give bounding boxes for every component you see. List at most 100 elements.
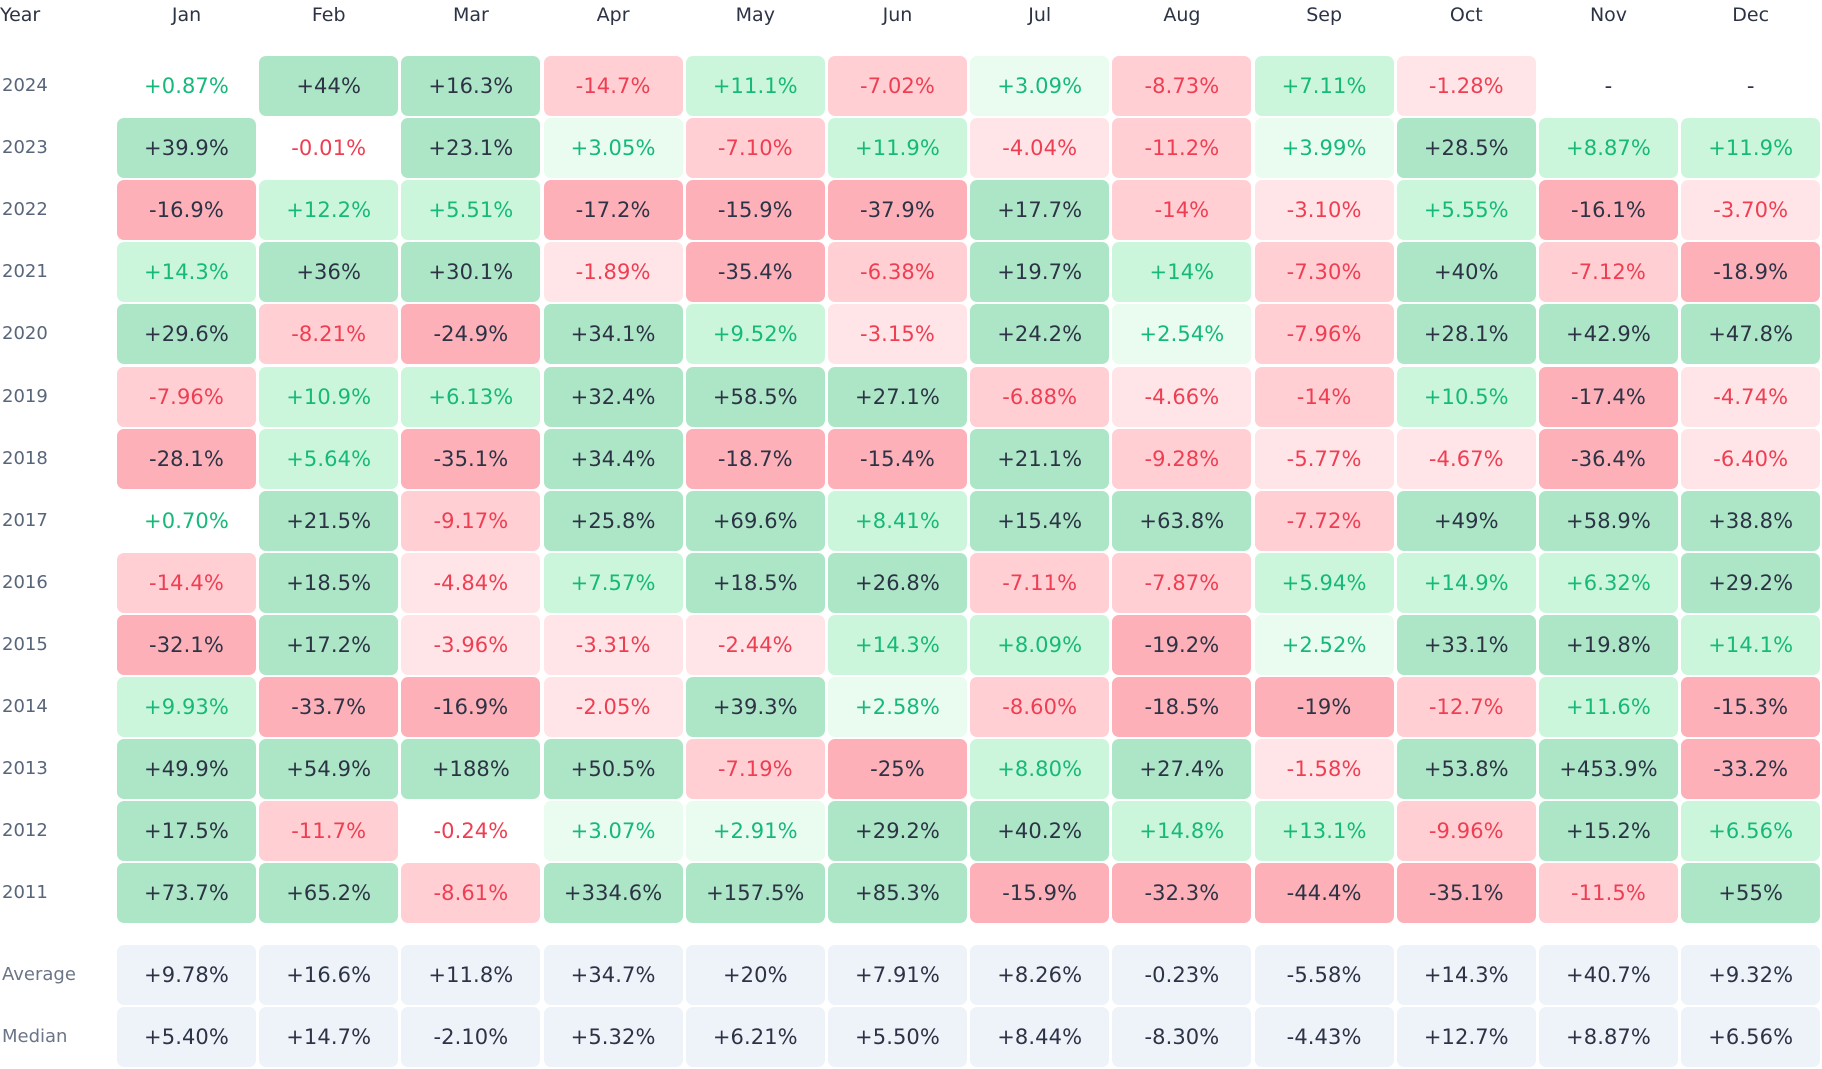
month-header-nov: Nov (1589, 4, 1628, 26)
month-header-feb: Feb (311, 4, 346, 26)
return-cell-2017-oct: +49% (1396, 490, 1536, 551)
return-cell-2022-jun: -37.9% (828, 180, 967, 241)
return-cell-2012-mar: -0.24% (401, 801, 541, 862)
return-cell-2013-nov: +453.9% (1539, 739, 1678, 800)
return-cell-2011-feb: +65.2% (259, 863, 399, 924)
return-cell-2018-aug: -9.28% (1112, 428, 1252, 489)
year-label-2015: 2015 (2, 633, 48, 655)
return-cell-2014-jul: -8.60% (970, 677, 1110, 737)
median-cell-aug: -8.30% (1112, 1007, 1252, 1068)
average-cell-jun: +7.91% (828, 945, 967, 1005)
return-cell-2014-aug: -18.5% (1112, 677, 1252, 737)
return-cell-2018-oct: -4.67% (1396, 428, 1536, 489)
return-cell-2021-apr: -1.89% (543, 242, 683, 303)
return-cell-2015-aug: -19.2% (1112, 614, 1252, 675)
return-cell-2020-mar: -24.9% (401, 304, 541, 365)
return-cell-2024-feb: +44% (259, 56, 399, 116)
return-cell-2016-jul: -7.11% (970, 552, 1110, 613)
return-cell-2019-may: +58.5% (685, 366, 825, 427)
return-cell-2020-nov: +42.9% (1539, 304, 1678, 365)
return-cell-2011-jul: -15.9% (970, 863, 1110, 924)
return-cell-2022-jul: +17.7% (970, 180, 1110, 241)
return-cell-2024-dec: - (1681, 56, 1821, 116)
month-header-jan: Jan (171, 4, 202, 26)
return-cell-2018-jun: -15.4% (828, 428, 967, 489)
return-cell-2015-sep: +2.52% (1254, 614, 1394, 675)
return-cell-2016-feb: +18.5% (259, 552, 399, 613)
return-cell-2014-apr: -2.05% (543, 677, 683, 737)
return-cell-2017-jul: +15.4% (970, 490, 1110, 551)
return-cell-2014-mar: -16.9% (401, 677, 541, 737)
return-cell-2015-mar: -3.96% (401, 614, 541, 675)
return-cell-2015-jun: +14.3% (828, 614, 967, 675)
return-cell-2022-oct: +5.55% (1396, 180, 1536, 241)
return-cell-2017-aug: +63.8% (1112, 490, 1252, 551)
average-cell-sep: -5.58% (1254, 945, 1394, 1005)
return-cell-2013-sep: -1.58% (1254, 739, 1394, 800)
return-cell-2024-mar: +16.3% (401, 56, 541, 116)
return-cell-2013-jan: +49.9% (117, 739, 256, 800)
return-cell-2012-aug: +14.8% (1112, 801, 1252, 862)
return-cell-2016-jan: -14.4% (117, 552, 256, 613)
return-cell-2019-aug: -4.66% (1112, 366, 1252, 427)
return-cell-2016-mar: -4.84% (401, 552, 541, 613)
year-label-2014: 2014 (2, 696, 48, 717)
year-label-2020: 2020 (2, 323, 48, 345)
average-row-label: Average (2, 964, 76, 985)
return-cell-2021-aug: +14% (1112, 242, 1252, 303)
average-cell-aug: -0.23% (1112, 945, 1252, 1005)
return-cell-2015-oct: +33.1% (1396, 614, 1536, 675)
return-cell-2016-jun: +26.8% (828, 552, 967, 613)
return-cell-2020-dec: +47.8% (1681, 304, 1821, 365)
average-cell-nov: +40.7% (1539, 945, 1678, 1005)
year-label-2017: 2017 (2, 509, 48, 531)
return-cell-2014-nov: +11.6% (1539, 677, 1678, 737)
return-cell-2022-jan: -16.9% (117, 180, 256, 241)
month-header-dec: Dec (1732, 4, 1770, 26)
return-cell-2011-oct: -35.1% (1396, 863, 1536, 924)
return-cell-2013-jun: -25% (828, 739, 967, 800)
return-cell-2024-aug: -8.73% (1112, 56, 1252, 116)
average-cell-oct: +14.3% (1396, 945, 1536, 1005)
return-cell-2015-feb: +17.2% (259, 614, 399, 675)
return-cell-2022-may: -15.9% (685, 180, 825, 241)
return-cell-2021-feb: +36% (259, 242, 399, 303)
year-label-2016: 2016 (2, 571, 48, 593)
return-cell-2014-jan: +9.93% (117, 677, 256, 737)
return-cell-2012-sep: +13.1% (1254, 801, 1394, 862)
return-cell-2013-apr: +50.5% (543, 739, 683, 800)
return-cell-2015-jan: -32.1% (117, 614, 256, 675)
return-cell-2021-sep: -7.30% (1254, 242, 1394, 303)
year-label-2023: 2023 (2, 137, 48, 159)
return-cell-2016-oct: +14.9% (1396, 552, 1536, 613)
return-cell-2013-mar: +188% (401, 739, 541, 800)
return-cell-2023-jul: -4.04% (970, 118, 1110, 179)
return-cell-2013-jul: +8.80% (970, 739, 1110, 800)
average-cell-mar: +11.8% (401, 945, 541, 1005)
return-cell-2017-may: +69.6% (685, 490, 825, 551)
return-cell-2014-jun: +2.58% (828, 677, 967, 737)
return-cell-2015-dec: +14.1% (1681, 614, 1821, 675)
median-cell-jun: +5.50% (828, 1007, 967, 1068)
return-cell-2011-jan: +73.7% (117, 863, 256, 924)
month-header-aug: Aug (1163, 4, 1201, 26)
return-cell-2022-sep: -3.10% (1254, 180, 1394, 241)
return-cell-2021-nov: -7.12% (1539, 242, 1678, 303)
return-cell-2017-mar: -9.17% (401, 490, 541, 551)
return-cell-2018-feb: +5.64% (259, 428, 399, 489)
return-cell-2011-mar: -8.61% (401, 863, 541, 924)
return-cell-2024-sep: +7.11% (1254, 56, 1394, 116)
return-cell-2016-apr: +7.57% (543, 552, 683, 613)
return-cell-2022-mar: +5.51% (401, 180, 541, 241)
return-cell-2014-may: +39.3% (685, 677, 825, 737)
return-cell-2014-dec: -15.3% (1681, 677, 1821, 737)
return-cell-2018-mar: -35.1% (401, 428, 541, 489)
return-cell-2022-apr: -17.2% (543, 180, 683, 241)
return-cell-2016-nov: +6.32% (1539, 552, 1678, 613)
return-cell-2011-aug: -32.3% (1112, 863, 1252, 924)
return-cell-2019-dec: -4.74% (1681, 366, 1821, 427)
return-cell-2018-nov: -36.4% (1539, 428, 1678, 489)
return-cell-2021-dec: -18.9% (1681, 242, 1821, 303)
return-cell-2019-sep: -14% (1254, 366, 1394, 427)
